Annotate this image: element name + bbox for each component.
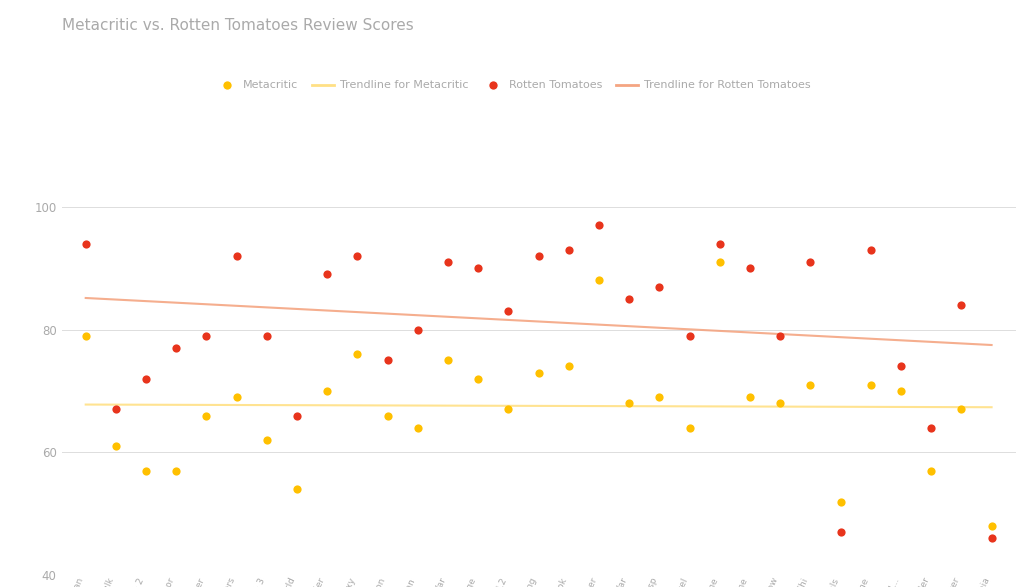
Text: Metacritic vs. Rotten Tomatoes Review Scores: Metacritic vs. Rotten Tomatoes Review Sc… [62,18,413,33]
Point [560,362,577,371]
Point [259,331,275,340]
Point [863,245,879,255]
Point [712,239,728,248]
Point [409,423,426,433]
Point [681,331,698,340]
Point [319,269,336,279]
Point [409,325,426,335]
Point [893,362,909,371]
Legend: Metacritic, Trendline for Metacritic, Rotten Tomatoes, Trendline for Rotten Toma: Metacritic, Trendline for Metacritic, Ro… [211,76,815,95]
Point [137,374,154,383]
Point [832,497,849,506]
Point [832,528,849,537]
Point [530,251,547,261]
Point [591,221,607,230]
Point [742,393,758,402]
Point [560,245,577,255]
Point [440,257,457,266]
Point [229,251,245,261]
Point [893,386,909,396]
Point [470,374,486,383]
Point [78,331,94,340]
Point [652,393,668,402]
Point [621,294,637,303]
Point [802,257,819,266]
Point [198,331,214,340]
Point [772,331,788,340]
Point [530,368,547,377]
Point [380,356,396,365]
Point [108,405,124,414]
Point [137,466,154,475]
Point [652,282,668,291]
Point [501,405,517,414]
Point [229,393,245,402]
Point [349,349,365,359]
Point [78,239,94,248]
Point [259,436,275,445]
Point [440,356,457,365]
Point [380,411,396,420]
Point [349,251,365,261]
Point [108,441,124,451]
Point [953,405,970,414]
Point [168,343,185,353]
Point [953,301,970,310]
Point [863,380,879,390]
Point [289,411,306,420]
Point [168,466,185,475]
Point [802,380,819,390]
Point [983,534,999,543]
Point [681,423,698,433]
Point [712,257,728,266]
Point [198,411,214,420]
Point [319,386,336,396]
Point [923,466,940,475]
Point [772,399,788,408]
Point [742,264,758,273]
Point [621,399,637,408]
Point [470,264,486,273]
Point [289,485,306,494]
Point [591,276,607,285]
Point [501,306,517,316]
Point [983,521,999,531]
Point [923,423,940,433]
